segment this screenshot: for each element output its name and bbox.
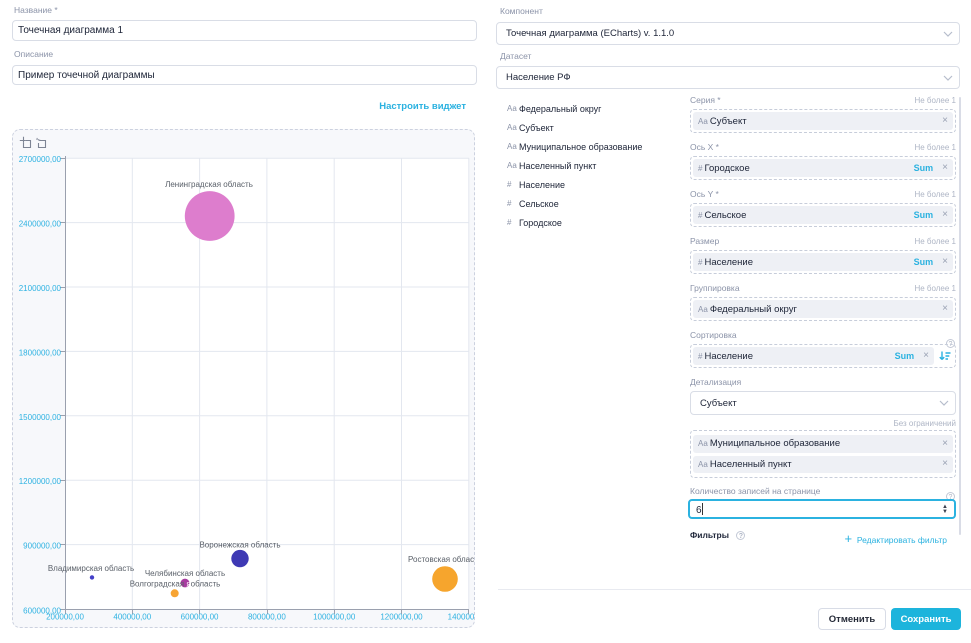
svg-text:1800000,00: 1800000,00 [19, 348, 62, 357]
svg-text:400000,00: 400000,00 [113, 613, 151, 622]
svg-text:1200000,00: 1200000,00 [19, 477, 62, 486]
svg-text:900000,00: 900000,00 [23, 542, 61, 551]
svg-text:1500000,00: 1500000,00 [19, 413, 62, 422]
svg-text:Волгоградская яобласть: Волгоградская яобласть [130, 580, 221, 589]
svg-text:1000000,00: 1000000,00 [313, 613, 356, 622]
svg-text:Ростовская область: Ростовская область [408, 555, 474, 564]
svg-text:1200000,00: 1200000,00 [380, 613, 423, 622]
svg-text:200000,00: 200000,00 [46, 613, 84, 622]
svg-text:2100000,00: 2100000,00 [19, 284, 62, 293]
svg-text:Воронежская область: Воронежская область [199, 541, 280, 550]
svg-text:Челябинская область: Челябинская область [145, 569, 225, 578]
svg-text:2400000,00: 2400000,00 [19, 220, 62, 229]
svg-text:800000,00: 800000,00 [248, 613, 286, 622]
svg-text:Владимирская область: Владимирская область [48, 564, 134, 573]
svg-text:Ленинградская область: Ленинградская область [165, 180, 253, 189]
svg-text:2700000,00: 2700000,00 [19, 155, 62, 164]
svg-text:600000,00: 600000,00 [23, 607, 61, 616]
svg-text:600000,00: 600000,00 [181, 613, 219, 622]
svg-text:1400000,00: 1400000,00 [448, 613, 474, 622]
